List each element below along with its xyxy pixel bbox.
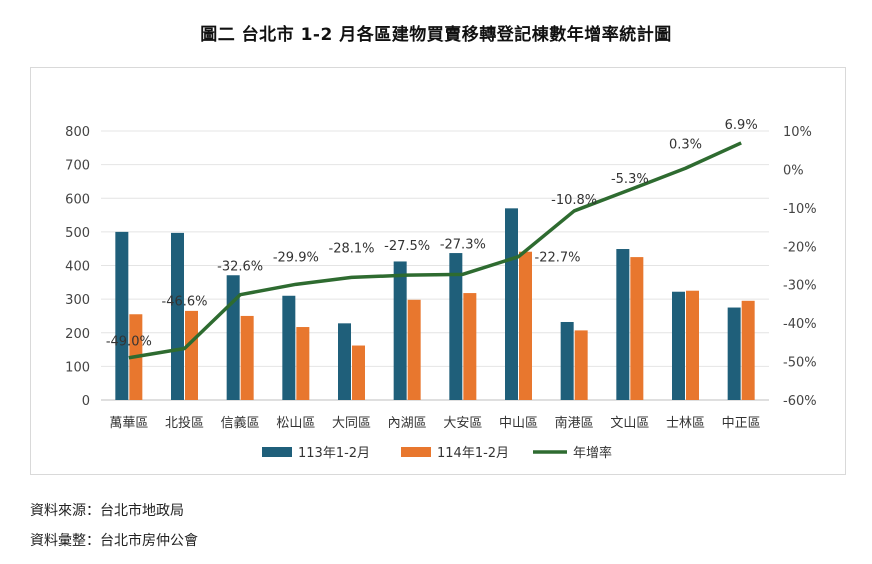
growth-rate-label: 0.3%	[669, 137, 702, 152]
y-left-tick: 600	[65, 192, 90, 207]
compiler-note: 資料彙整：台北市房仲公會	[30, 533, 198, 549]
bar-114	[686, 290, 699, 400]
y-left-tick: 300	[65, 293, 90, 308]
y-left-tick: 500	[65, 226, 90, 241]
chart-title: 圖二 台北市 1-2 月各區建物買賣移轉登記棟數年增率統計圖	[200, 25, 672, 45]
growth-rate-label: -27.3%	[440, 237, 486, 252]
y-right-tick: -30%	[783, 279, 817, 294]
bar-114	[741, 300, 755, 400]
x-category-label: 內湖區	[388, 416, 427, 431]
growth-rate-label: -49.0%	[106, 335, 152, 350]
growth-rate-label: -28.1%	[329, 241, 375, 256]
growth-rate-label: -5.3%	[611, 172, 649, 187]
bar-114	[407, 299, 421, 400]
growth-rate-line	[128, 141, 742, 360]
bar-113	[115, 231, 129, 400]
chart-area	[30, 67, 846, 475]
y-right-tick: 10%	[783, 125, 812, 140]
bar-113	[449, 253, 463, 400]
y-right-tick: -60%	[783, 394, 817, 409]
bar-113	[226, 275, 240, 400]
bar-113	[282, 295, 296, 400]
bar-113	[505, 208, 518, 400]
bar-113	[727, 307, 741, 400]
y-right-tick: -10%	[783, 202, 817, 217]
bar-113	[560, 321, 574, 400]
bar-114	[185, 310, 198, 400]
growth-rate-label: -27.5%	[384, 239, 430, 254]
bar-113	[672, 291, 685, 400]
legend-swatch	[401, 447, 431, 457]
bar-114	[352, 345, 365, 400]
bar-114	[296, 327, 310, 400]
x-category-label: 士林區	[666, 416, 705, 431]
bar-114	[519, 251, 532, 400]
growth-rate-label: 6.9%	[725, 118, 758, 133]
bar-114	[463, 293, 477, 400]
y-left-tick: 200	[65, 327, 90, 342]
x-category-label: 萬華區	[109, 416, 148, 431]
x-category-label: 中正區	[722, 416, 761, 431]
growth-rate-label: -46.6%	[162, 295, 208, 310]
x-category-label: 北投區	[165, 415, 204, 431]
legend-label: 113年1-2月	[298, 446, 370, 461]
bar-113	[338, 323, 351, 400]
x-category-label: 松山區	[276, 416, 315, 431]
y-left-tick: 700	[65, 159, 90, 174]
bar-114	[240, 315, 254, 400]
bar-113	[616, 249, 630, 400]
bar-114	[574, 330, 588, 400]
growth-rate-label: -22.7%	[535, 251, 581, 266]
x-category-label: 大同區	[332, 416, 371, 431]
source-note: 資料來源：台北市地政局	[30, 503, 184, 519]
bar-113	[171, 232, 184, 400]
y-right-tick: -40%	[783, 317, 817, 332]
bar-114	[630, 257, 644, 400]
y-left-tick: 800	[65, 125, 90, 140]
y-right-tick: -20%	[783, 240, 817, 255]
x-category-label: 文山區	[610, 416, 649, 431]
growth-rate-label: -10.8%	[551, 193, 597, 208]
y-left-tick: 400	[65, 260, 90, 275]
y-left-tick: 100	[65, 360, 90, 375]
x-category-label: 信義區	[221, 415, 260, 431]
legend-label: 年增率	[573, 445, 612, 461]
y-right-tick: -50%	[783, 356, 817, 371]
y-right-tick: 0%	[783, 163, 804, 178]
growth-rate-label: -29.9%	[273, 250, 319, 265]
legend-swatch	[262, 447, 292, 457]
growth-rate-label: -32.6%	[217, 260, 263, 275]
x-category-label: 大安區	[443, 416, 482, 431]
legend-label: 114年1-2月	[437, 446, 509, 461]
bar-113	[393, 261, 407, 400]
x-category-label: 中山區	[499, 416, 538, 431]
y-left-tick: 0	[82, 394, 90, 409]
x-category-label: 南港區	[555, 415, 594, 431]
